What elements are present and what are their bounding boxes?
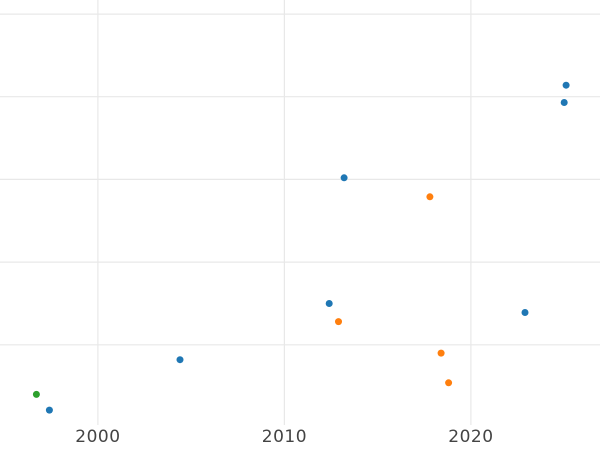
data-point-series-orange bbox=[335, 318, 342, 326]
data-point-series-orange bbox=[437, 349, 445, 357]
data-point-series-blue bbox=[521, 309, 529, 316]
data-point-series-blue bbox=[325, 300, 333, 307]
data-point-series-orange bbox=[445, 379, 453, 387]
data-point-series-green bbox=[32, 390, 40, 398]
data-point-series-blue bbox=[560, 99, 568, 106]
data-point-series-orange bbox=[426, 193, 434, 201]
data-point-series-blue bbox=[562, 81, 570, 89]
data-point-series-blue bbox=[340, 174, 348, 182]
data-point-series-blue bbox=[176, 356, 184, 364]
data-point-series-blue bbox=[45, 406, 53, 414]
